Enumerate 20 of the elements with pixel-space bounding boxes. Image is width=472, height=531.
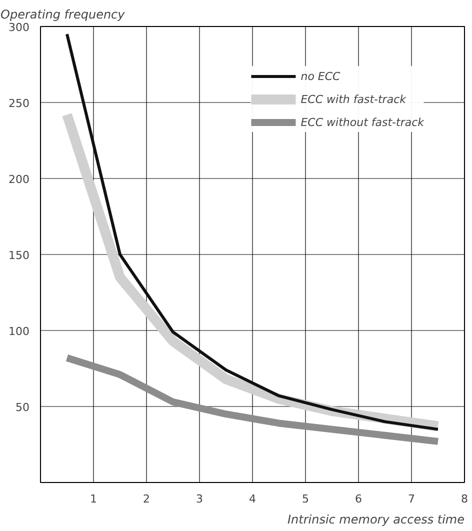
x-tick-label: 8 [461,492,468,506]
x-tick-label: 6 [355,492,362,506]
y-tick-label: 300 [8,21,30,34]
x-tick-label: 1 [90,492,97,506]
y-tick-label: 100 [8,325,30,338]
y-tick-label: 50 [16,401,30,414]
line-series [66,32,440,431]
y-axis-title: Operating frequency [0,8,126,22]
x-tick-label: 2 [143,492,150,506]
legend-label: ECC without fast-track [300,116,424,128]
y-tick-label: 150 [8,249,30,262]
x-tick-label: 5 [302,492,309,506]
y-tick-label: 250 [8,97,30,110]
x-axis-title: Intrinsic memory access time [287,512,465,526]
x-tick-label: 7 [408,492,415,506]
x-tick-label: 4 [249,492,256,506]
y-tick-label: 200 [8,173,30,186]
legend-label: ECC with fast-track [300,92,406,106]
legend-label: no ECC [300,70,340,82]
x-tick-label: 3 [196,492,203,506]
